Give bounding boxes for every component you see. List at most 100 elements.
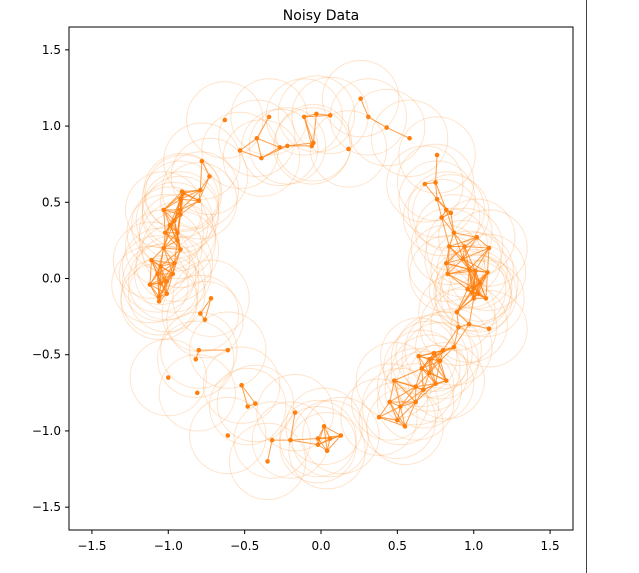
graph-edge — [464, 246, 470, 270]
radius-circle — [172, 259, 250, 337]
data-point — [434, 152, 440, 158]
data-point — [222, 117, 228, 123]
radius-circle — [279, 399, 357, 478]
radius-circle — [436, 232, 514, 310]
x-tick-label: −1.5 — [77, 539, 106, 553]
chart-title: Noisy Data — [283, 8, 359, 24]
graph-edge — [389, 386, 416, 403]
graph-edge — [415, 389, 424, 403]
graph-edge — [467, 270, 476, 290]
graph-edge — [415, 368, 423, 387]
radius-circle — [419, 288, 498, 366]
radius-circle — [273, 107, 351, 185]
data-point — [446, 244, 452, 249]
graph-edge — [181, 189, 201, 193]
data-point — [178, 212, 183, 217]
graph-edge — [378, 401, 391, 418]
radius-circle — [377, 348, 455, 426]
graph-edge — [393, 380, 417, 403]
radius-circle — [157, 320, 235, 398]
radius-circle — [430, 230, 508, 309]
graph-edge — [163, 209, 171, 226]
data-point — [486, 245, 492, 251]
graph-edge — [163, 220, 175, 249]
graph-edge — [415, 372, 430, 388]
data-point — [477, 280, 483, 286]
plot-frame — [68, 26, 574, 531]
graph-edge — [261, 145, 288, 159]
graph-edge — [157, 262, 175, 275]
x-tick-label: −0.5 — [230, 539, 259, 553]
graph-edge — [163, 209, 178, 234]
radius-circle — [395, 314, 473, 392]
radius-circle — [439, 255, 517, 333]
radius-circle — [166, 280, 244, 359]
graph-edge — [456, 311, 459, 328]
data-point — [277, 145, 283, 150]
data-point — [440, 347, 446, 353]
data-point — [327, 436, 333, 441]
graph-edge — [389, 401, 406, 427]
data-point — [253, 401, 258, 406]
graph-edge — [448, 246, 470, 270]
radius-circle — [228, 422, 307, 501]
radius-circle — [398, 116, 476, 194]
radius-circle — [390, 320, 469, 398]
graph-edge — [447, 273, 468, 290]
data-point — [437, 358, 443, 364]
data-point — [292, 410, 298, 415]
data-point — [451, 230, 457, 236]
graph-edge — [163, 209, 166, 233]
radius-circle — [407, 224, 485, 302]
graph-edge — [160, 262, 175, 284]
data-point — [179, 189, 185, 194]
graph-edge — [180, 200, 200, 211]
radius-circle — [447, 259, 525, 337]
radius-circle — [347, 88, 426, 167]
data-point — [392, 378, 397, 383]
graph-edge — [201, 160, 210, 177]
graph-edge — [477, 272, 488, 294]
graph-edge — [378, 416, 398, 421]
data-point — [165, 375, 171, 380]
radius-circles-layer — [111, 59, 528, 501]
graph-edge — [176, 214, 181, 241]
graph-edge — [453, 323, 470, 348]
data-point — [259, 155, 264, 161]
graph-edge — [317, 438, 328, 452]
y-axis: −1.5 −1.0 −0.5 0.0 0.5 1.0 1.5 — [32, 43, 69, 514]
radius-circle — [433, 253, 511, 331]
graph-edge — [429, 360, 441, 374]
x-tick-label: −1.0 — [154, 539, 183, 553]
data-point — [471, 285, 477, 290]
data-point — [454, 309, 460, 315]
radius-circle — [407, 171, 485, 249]
radius-circle — [120, 262, 198, 341]
graph-edge — [180, 198, 199, 202]
graph-edge — [429, 372, 447, 382]
data-point — [419, 366, 425, 371]
graph-edge — [394, 380, 424, 391]
data-point — [147, 282, 153, 287]
data-point — [172, 260, 177, 266]
graph-edge — [304, 114, 331, 118]
data-point — [472, 268, 478, 274]
graph-edge — [326, 435, 342, 452]
radius-circle — [209, 367, 287, 446]
graph-edge — [160, 247, 165, 267]
graph-edge — [290, 439, 319, 446]
data-point — [245, 404, 250, 409]
radius-circle — [377, 363, 455, 441]
graph-edge — [289, 412, 296, 441]
graph-edge — [439, 360, 447, 381]
data-point — [445, 271, 451, 277]
graph-edge — [421, 360, 441, 369]
radius-circle — [366, 387, 444, 466]
graph-edge — [448, 232, 455, 247]
graph-edge — [163, 191, 183, 211]
radius-circle — [386, 145, 464, 223]
data-point — [199, 158, 205, 164]
x-axis: −1.5 −1.0 −0.5 0.0 0.5 1.0 1.5 — [77, 530, 560, 553]
data-point — [346, 146, 351, 152]
graph-edge — [445, 246, 465, 264]
